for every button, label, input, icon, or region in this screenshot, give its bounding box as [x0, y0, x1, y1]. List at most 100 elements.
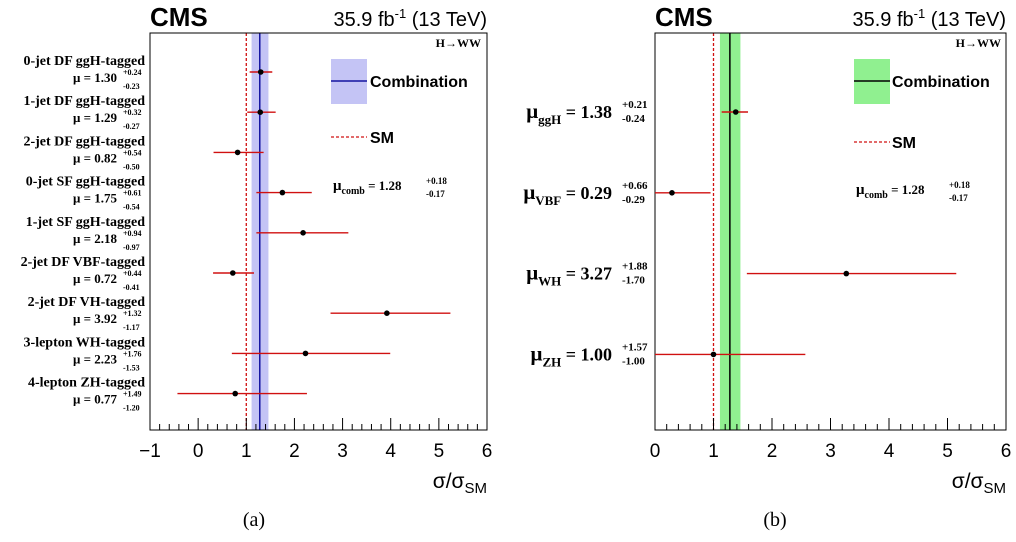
comb-eq: = 1.28: [888, 182, 925, 197]
category-sub: ggH: [538, 112, 561, 127]
data-point: [257, 69, 264, 75]
x-tick-label: 1: [708, 441, 719, 462]
category-eq: = 1.00: [561, 344, 612, 364]
category-mu: μ: [526, 261, 538, 285]
category-label: 2-jet DF VBF-tagged: [21, 255, 146, 270]
category-minus: -0.54: [123, 203, 140, 212]
lumi-value: 35.9 fb: [333, 9, 394, 31]
comb-minus: -0.17: [426, 189, 445, 199]
category-row: μggH = 1.38 +0.21 -0.24: [526, 99, 749, 127]
category-mu: μ: [531, 341, 543, 365]
panel-label: (b): [763, 509, 786, 531]
x-axis-title-sub: SM: [465, 480, 488, 497]
category-plus: +0.94: [123, 229, 142, 238]
category-plus: +0.61: [123, 189, 142, 198]
category-mu-text: μ = 1.29: [73, 110, 118, 125]
comb-plus: +0.18: [949, 180, 970, 190]
legend-sm-label: SM: [370, 130, 394, 147]
category-mu-text: μ = 3.92: [73, 311, 117, 326]
category-label: 0-jet DF ggH-tagged: [23, 54, 145, 69]
legend-combination-label: Combination: [892, 74, 990, 91]
data-point: [302, 350, 309, 357]
category-plus: +1.76: [123, 349, 142, 358]
category-sub: ZH: [542, 354, 561, 369]
comb-mu: μ: [856, 182, 865, 198]
energy-label: (13 TeV): [406, 9, 487, 31]
category-mu-text: μ = 1.30: [73, 70, 117, 85]
comb-plus: +0.18: [426, 176, 447, 186]
category-minus: -0.29: [622, 194, 645, 206]
category-label: 3-lepton WH-tagged: [24, 335, 146, 350]
category-label: 0-jet SF ggH-tagged: [26, 175, 145, 190]
category-plus: +1.57: [622, 341, 648, 353]
x-tick-label: 4: [884, 441, 895, 462]
category-plus: +1.88: [622, 261, 648, 273]
data-point: [230, 270, 236, 276]
category-minus: -1.17: [123, 323, 140, 332]
process-label: H→WW: [956, 36, 1001, 50]
legend-sm-label: SM: [892, 135, 916, 152]
category-plus: +0.44: [123, 269, 142, 278]
plot-frame: [654, 32, 1007, 431]
x-axis-title: σ/σSM: [952, 470, 1006, 497]
category-mu-text: μ = 2.18: [73, 231, 118, 246]
category-minus: -1.00: [622, 355, 645, 367]
comb-sub: comb: [342, 186, 366, 197]
data-point: [669, 190, 675, 196]
data-point: [843, 270, 850, 277]
category-label: 2-jet DF VH-tagged: [28, 295, 146, 310]
x-axis-title: σ/σSM: [433, 470, 487, 497]
category-label: 4-lepton ZH-tagged: [28, 376, 145, 391]
category-plus: +1.32: [123, 309, 142, 318]
category-mu-text: μ = 2.23: [73, 351, 118, 366]
x-tick-label: 2: [289, 441, 300, 462]
category-mu-text: μ = 1.75: [73, 191, 118, 206]
x-tick-label: 6: [482, 441, 493, 462]
experiment-label: CMS: [150, 2, 208, 32]
energy-label: (13 TeV): [925, 9, 1006, 31]
x-tick-label: −1: [139, 441, 161, 462]
category-minus: -0.50: [123, 162, 140, 171]
category-label: μWH = 3.27: [526, 261, 612, 289]
category-plus: +0.66: [622, 180, 648, 192]
data-point: [384, 310, 390, 317]
panel-label: (a): [243, 509, 265, 531]
category-minus: -0.23: [123, 82, 140, 91]
category-label: 1-jet DF ggH-tagged: [23, 94, 145, 109]
x-tick-label: 5: [942, 441, 953, 462]
x-tick-label: 3: [825, 441, 836, 462]
combination-text: μcomb = 1.28: [856, 182, 925, 201]
category-sub: WH: [538, 274, 561, 289]
category-mu-text: μ = 0.82: [73, 150, 117, 165]
x-tick-label: 4: [385, 441, 396, 462]
category-minus: -0.97: [123, 243, 140, 252]
lumi-value: 35.9 fb: [852, 9, 913, 31]
category-label: 1-jet SF ggH-tagged: [26, 215, 145, 230]
lumi-label: 35.9 fb-1 (13 TeV): [852, 6, 1006, 31]
comb-sub: comb: [865, 190, 889, 201]
data-point: [234, 149, 241, 156]
combination-text: μcomb = 1.28: [333, 178, 402, 197]
x-tick-label: 6: [1001, 441, 1012, 462]
experiment-label: CMS: [655, 2, 713, 32]
category-minus: -0.24: [622, 113, 645, 125]
category-minus: -0.41: [123, 283, 140, 292]
category-minus: -1.20: [123, 404, 140, 413]
category-plus: +0.21: [622, 99, 648, 111]
data-point: [279, 189, 286, 196]
x-tick-label: 0: [193, 441, 204, 462]
category-row: μWH = 3.27 +1.88 -1.70: [526, 261, 957, 289]
x-axis-title-sub: SM: [984, 480, 1007, 497]
category-mu-text: μ = 0.77: [73, 392, 118, 407]
category-minus: -0.27: [123, 122, 140, 131]
category-label: μVBF = 0.29: [523, 180, 612, 208]
